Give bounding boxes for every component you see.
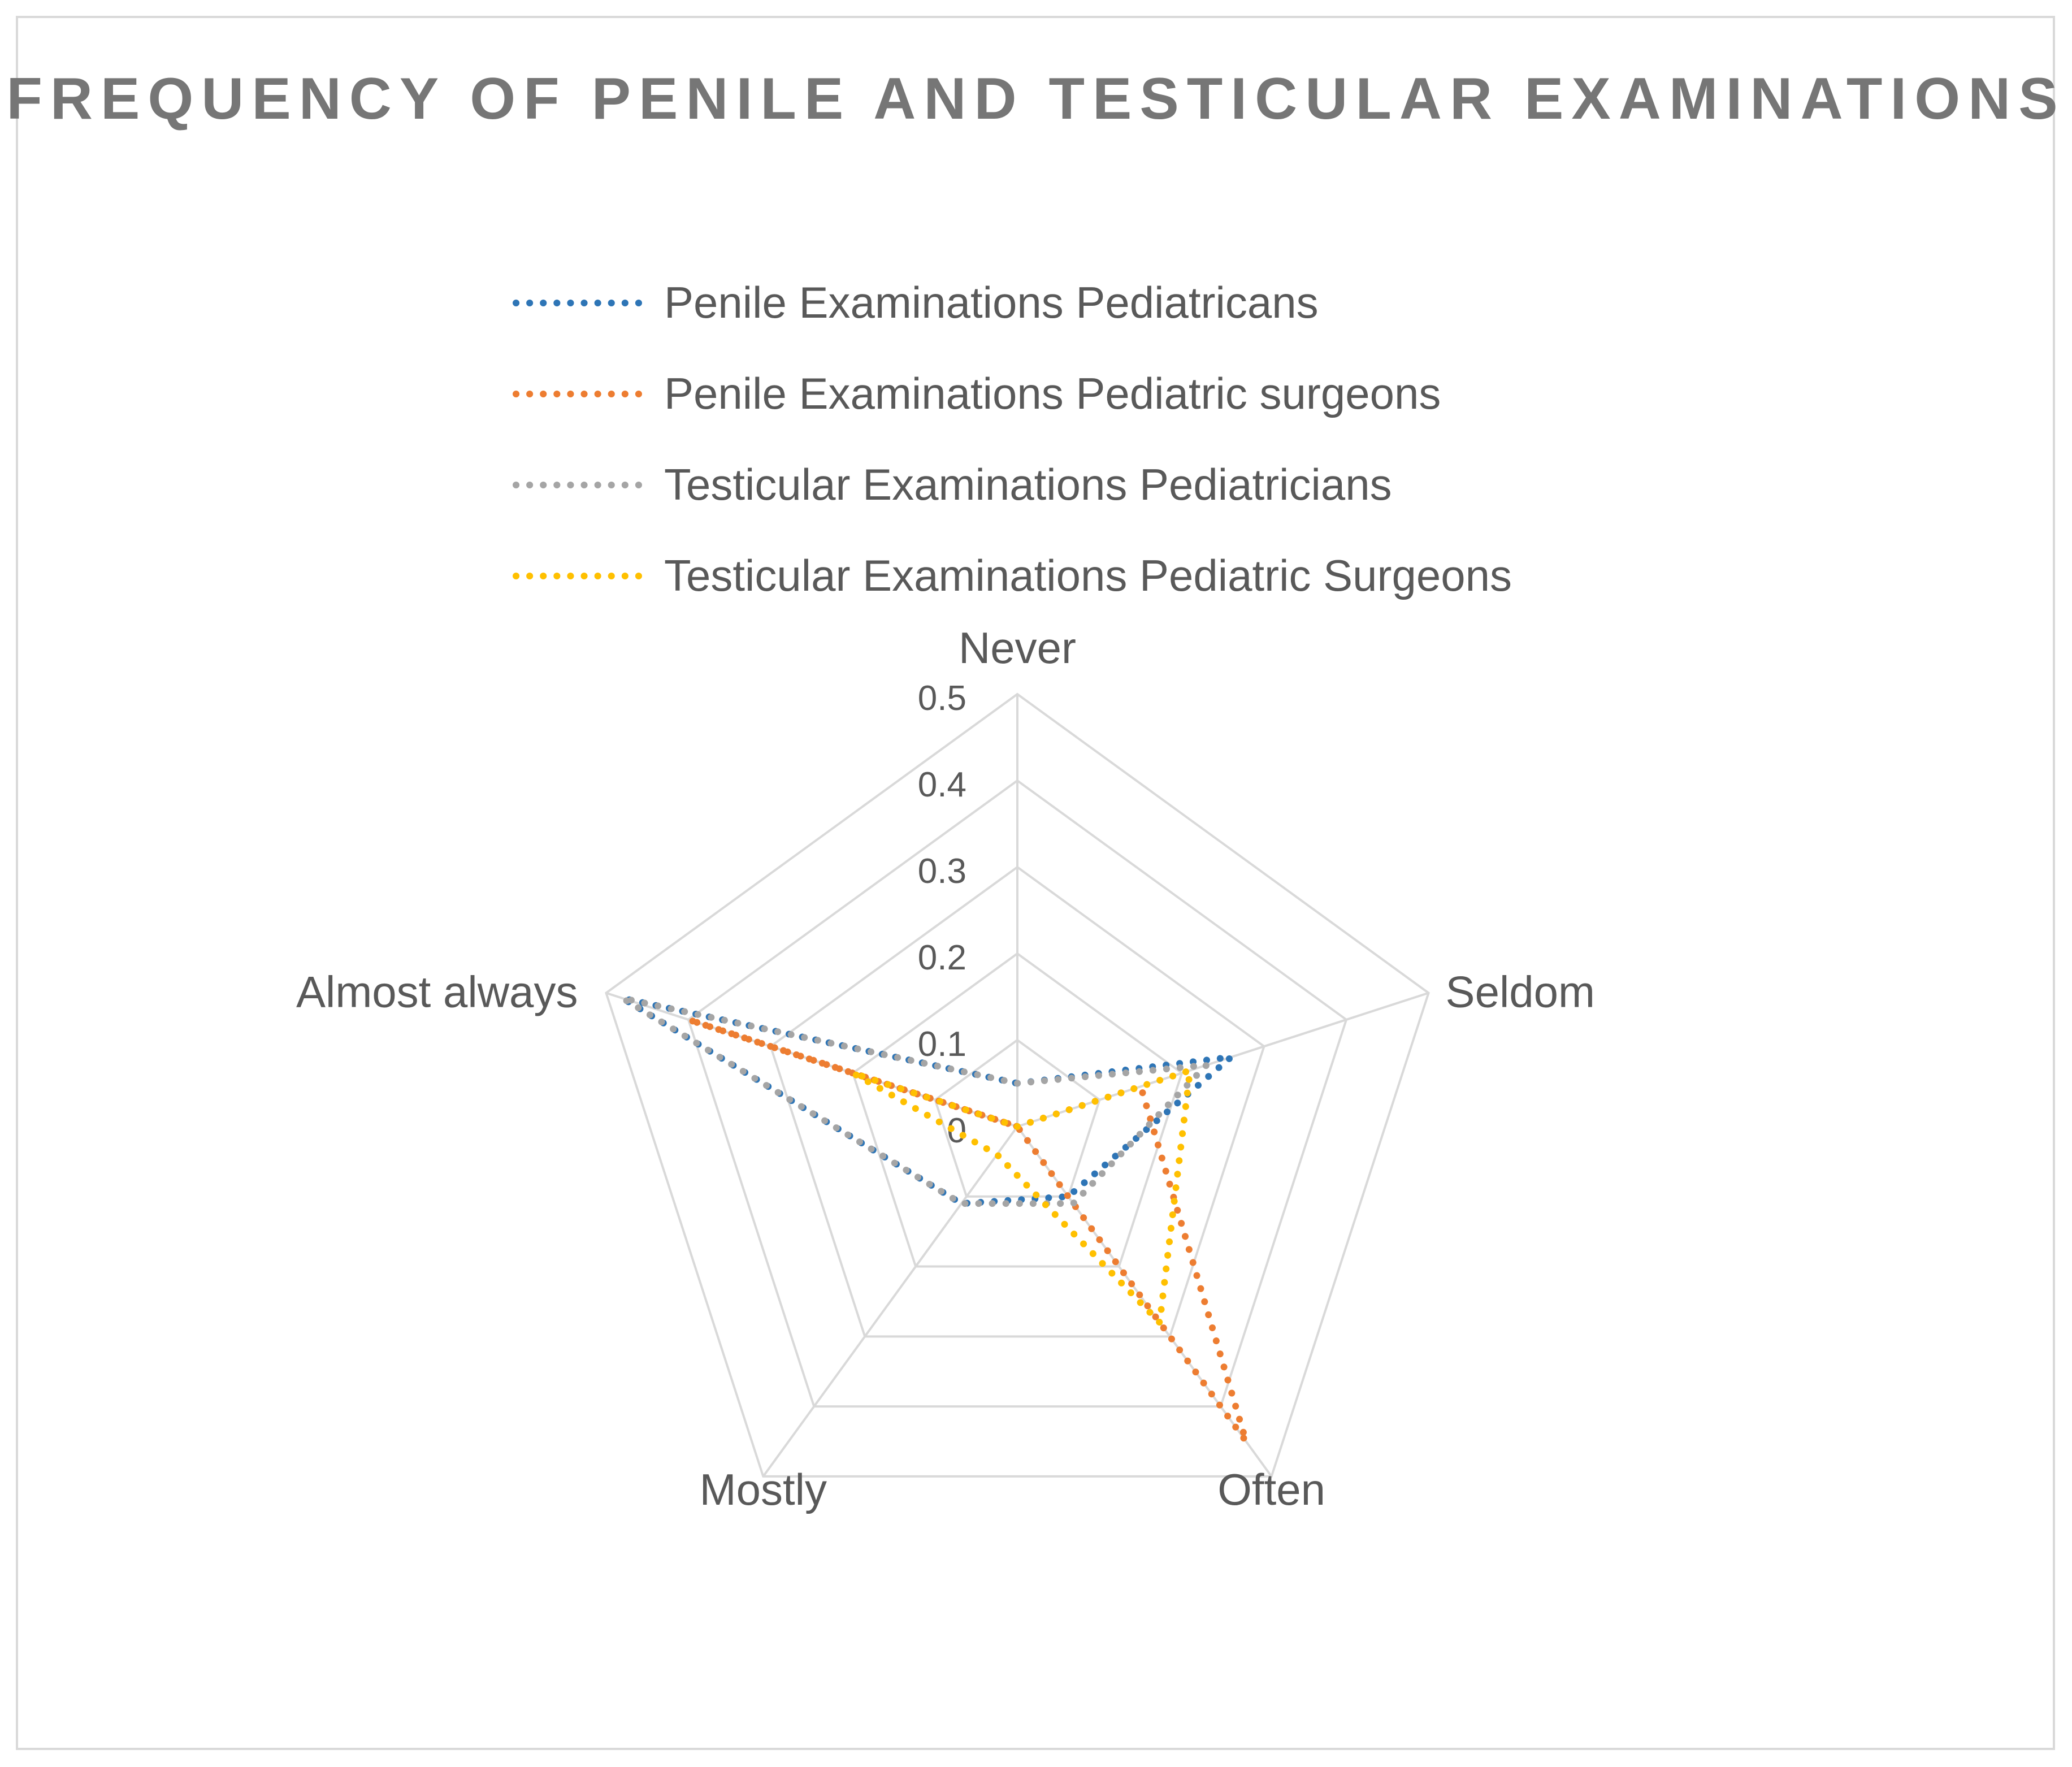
legend-label: Penile Examinations Pediatricans — [664, 278, 1319, 327]
legend-item: Penile Examinations Pediatric surgeons — [512, 348, 1512, 439]
series-line — [619, 995, 1235, 1207]
grid-ring — [687, 779, 1348, 1408]
radial-tick-label: 0.5 — [918, 679, 966, 718]
series-line — [849, 1067, 1194, 1326]
category-label: Mostly — [700, 1465, 827, 1514]
chart-title: FREQUENCY OF PENILE AND TESTICULAR EXAMI… — [6, 66, 2066, 132]
radial-tick-label: 0.2 — [918, 938, 966, 977]
category-label: Seldom — [1446, 967, 1595, 1017]
legend-label: Testicular Examinations Pediatric Surgeo… — [664, 551, 1512, 600]
legend-label: Penile Examinations Pediatric surgeons — [664, 369, 1441, 418]
grid-spoke — [1016, 1125, 1273, 1478]
legend: Penile Examinations Pediatricans Penile … — [512, 257, 1512, 621]
series-line — [684, 1016, 1250, 1445]
grid-spoke — [762, 1125, 1018, 1478]
series-line — [619, 995, 1210, 1207]
grid-ring — [769, 865, 1265, 1338]
grid-ring — [934, 1038, 1101, 1198]
radial-tick-label: 0.1 — [918, 1025, 966, 1064]
category-label: Almost always — [296, 967, 578, 1017]
legend-item: Testicular Examinations Pediatric Surgeo… — [512, 530, 1512, 621]
category-label: Never — [959, 623, 1076, 673]
legend-label: Testicular Examinations Pediatricians — [664, 460, 1392, 509]
category-label: Often — [1217, 1465, 1325, 1514]
chart-frame — [16, 16, 2055, 1750]
radial-tick-label: 0.3 — [918, 852, 966, 891]
radial-tick-label: 0.4 — [918, 765, 966, 804]
legend-item: Testicular Examinations Pediatricians — [512, 439, 1512, 530]
legend-item: Penile Examinations Pediatricans — [512, 257, 1512, 348]
grid-ring — [605, 692, 1430, 1478]
